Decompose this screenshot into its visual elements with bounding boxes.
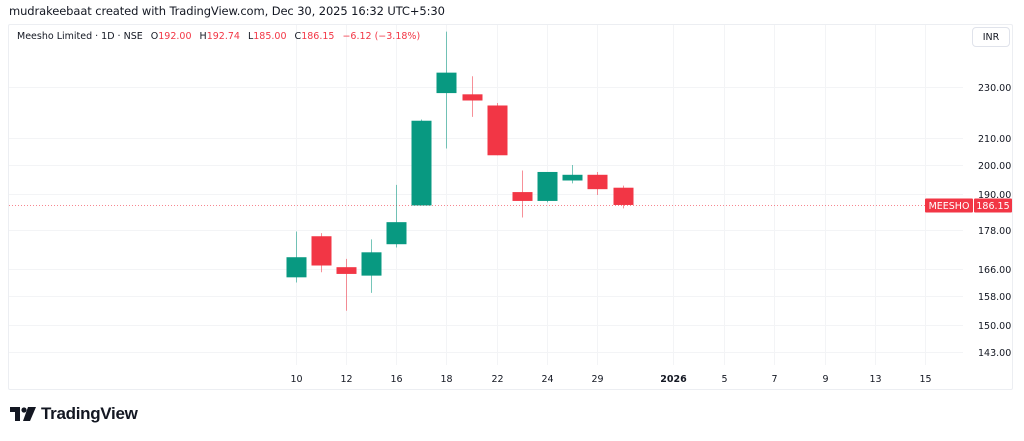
candle[interactable]	[487, 102, 508, 156]
price-tick: 210.00	[978, 134, 1011, 145]
candle[interactable]	[336, 258, 357, 311]
tradingview-logo-icon	[10, 407, 36, 421]
grid-lines	[9, 25, 963, 365]
time-tick: 10	[290, 374, 302, 385]
time-tick: 2026	[660, 374, 687, 385]
candle[interactable]	[411, 119, 432, 206]
time-tick: 13	[869, 374, 881, 385]
time-tick: 24	[541, 374, 553, 385]
high-label: H	[199, 31, 207, 42]
price-axis: 143.00 150.00 158.00 166.00 178.00 190.00 200.…	[978, 83, 1011, 359]
low-value: 185.00	[253, 31, 287, 42]
change-value: −6.12 (−3.18%)	[342, 31, 421, 42]
last-price-value: 186.15	[976, 201, 1009, 212]
candles	[286, 31, 634, 311]
chart-frame	[8, 24, 1013, 390]
time-tick: 5	[721, 374, 727, 385]
candle[interactable]	[537, 171, 558, 203]
open-label: O	[150, 31, 159, 42]
currency-button[interactable]: INR	[972, 27, 1010, 47]
low-label: L	[247, 31, 254, 42]
tradingview-logo-text: TradingView	[41, 404, 138, 423]
time-axis: 10 12 16 18 22 24 29 2026 5 7 9 13 15	[290, 374, 931, 385]
time-tick: 12	[340, 374, 352, 385]
time-tick: 29	[591, 374, 603, 385]
candle[interactable]	[613, 185, 634, 209]
price-tick: 200.00	[978, 161, 1011, 172]
price-tick: 150.00	[978, 321, 1011, 332]
tradingview-logo[interactable]: TradingView	[10, 404, 138, 424]
price-tick: 178.00	[978, 226, 1011, 237]
time-tick: 18	[440, 374, 452, 385]
time-tick: 16	[390, 374, 402, 385]
last-price-ticker: MEESHO	[929, 201, 970, 212]
last-price-label: MEESHO 186.15	[925, 198, 1012, 213]
price-tick: 166.00	[978, 265, 1011, 276]
ohlc-legend: Meesho Limited · 1D · NSE O192.00 H192.7…	[17, 31, 420, 42]
price-tick: 143.00	[978, 348, 1011, 359]
candle[interactable]	[436, 31, 457, 149]
candle[interactable]	[386, 184, 407, 248]
price-tick: 190.00	[978, 190, 1011, 201]
price-tick: 158.00	[978, 292, 1011, 303]
time-tick: 9	[822, 374, 828, 385]
close-value: 186.15	[301, 31, 335, 42]
price-tick: 230.00	[978, 83, 1011, 94]
candle[interactable]	[462, 76, 483, 117]
time-tick: 15	[919, 374, 931, 385]
candle[interactable]	[512, 170, 533, 218]
candle[interactable]	[361, 239, 382, 293]
time-tick: 22	[491, 374, 503, 385]
high-value: 192.74	[206, 31, 240, 42]
time-tick: 7	[771, 374, 777, 385]
chart-credit: mudrakeebaat created with TradingView.co…	[9, 4, 445, 18]
candle[interactable]	[286, 231, 307, 283]
symbol-title: Meesho Limited · 1D · NSE	[17, 31, 143, 42]
candle[interactable]	[562, 164, 583, 184]
close-label: C	[294, 31, 302, 42]
candle[interactable]	[587, 171, 608, 196]
candle[interactable]	[311, 233, 332, 273]
open-value: 192.00	[158, 31, 192, 42]
